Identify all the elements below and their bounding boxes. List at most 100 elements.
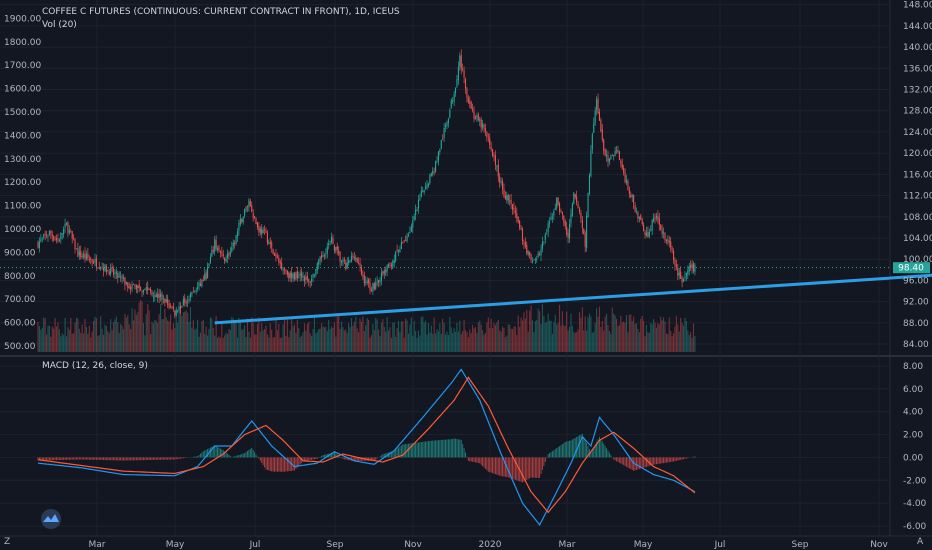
candle-body — [194, 291, 196, 293]
candle-body — [459, 55, 461, 67]
volume-bar — [132, 320, 135, 352]
candle-body — [553, 210, 555, 216]
timezone-label[interactable]: Z — [4, 537, 10, 547]
volume-bar — [266, 334, 268, 352]
candle-body — [684, 276, 686, 278]
volume-bar — [426, 334, 428, 352]
auto-scale-label[interactable]: A — [917, 537, 924, 547]
candle-body — [496, 165, 498, 167]
volume-bar — [484, 333, 486, 352]
candle-body — [527, 250, 529, 255]
volume-bar — [568, 326, 571, 352]
candle-body — [638, 216, 640, 219]
symbol-title[interactable]: COFFEE C FUTURES (CONTINUOUS: CURRENT CO… — [42, 7, 400, 17]
candle-body — [625, 180, 628, 184]
volume-bar — [178, 306, 180, 352]
candle-body — [660, 224, 662, 230]
trendline[interactable] — [214, 268, 932, 325]
candle-body — [236, 231, 239, 237]
candle-body — [664, 232, 666, 240]
candle-body — [282, 269, 284, 271]
candle-body — [242, 216, 244, 223]
candle-body — [397, 250, 400, 252]
volume-bar — [402, 321, 404, 352]
candle-body — [417, 200, 420, 209]
candle-body — [175, 309, 177, 316]
volume-bar — [124, 313, 126, 352]
candle-body — [533, 259, 535, 261]
candle-body — [167, 299, 169, 305]
candle-body — [234, 242, 236, 245]
candle-body — [454, 87, 457, 94]
volume-bar — [603, 330, 605, 352]
volume-bar — [346, 332, 348, 352]
candle-body — [598, 111, 600, 121]
volume-bar — [663, 317, 665, 352]
volume-bars — [37, 299, 696, 352]
volume-bar — [44, 318, 46, 352]
volume-tick-label: 700.00 — [4, 295, 36, 305]
candle-body — [272, 248, 274, 255]
time-axis[interactable]: Mar May Jul Sep Nov 2020 Mar May Jul Sep Nov — [89, 540, 889, 550]
candle-body — [54, 239, 56, 241]
candle-body — [296, 270, 298, 279]
volume-bar — [181, 315, 183, 352]
candle-body — [440, 140, 442, 149]
candle-body — [479, 119, 481, 121]
volume-bar — [437, 331, 439, 352]
volume-bar — [574, 332, 576, 352]
candle-body — [541, 242, 543, 250]
macd-tick-label: 8.00 — [903, 362, 923, 372]
volume-bar — [556, 324, 558, 352]
candle-body — [472, 108, 474, 111]
candle-body — [484, 128, 486, 132]
price-axis[interactable]: 84.00 88.00 92.00 96.00 100.00 104.00 108.00 11… — [4, 1, 932, 532]
volume-bar — [85, 327, 87, 352]
candle-body — [365, 281, 367, 283]
volume-bar — [578, 312, 581, 352]
macd-legend[interactable]: MACD (12, 26, close, 9) — [42, 361, 148, 371]
volume-bar — [78, 328, 80, 352]
volume-bar — [456, 322, 458, 352]
candle-body — [235, 235, 237, 244]
tradingview-logo[interactable] — [41, 509, 61, 529]
candle-body — [682, 279, 685, 282]
candle-body — [313, 275, 315, 276]
volume-bar — [345, 329, 347, 352]
candle-body — [651, 220, 653, 231]
candle-body — [178, 306, 180, 310]
logo-icon[interactable] — [41, 509, 61, 529]
volume-label[interactable]: Vol (20) — [42, 20, 77, 30]
candle-body — [318, 260, 320, 265]
candle-body — [168, 304, 170, 308]
volume-bar — [271, 329, 273, 352]
candle-body — [238, 223, 240, 231]
volume-bar — [546, 321, 548, 352]
candle-body — [63, 228, 65, 235]
candle-body — [358, 263, 360, 264]
candle-body — [274, 253, 276, 256]
candle-body — [38, 241, 40, 249]
volume-bar — [127, 315, 129, 352]
volume-bar — [588, 313, 591, 352]
candle-body — [248, 200, 250, 208]
time-tick-label: May — [634, 540, 653, 550]
volume-bar — [158, 314, 160, 352]
macd-tick-label: -6.00 — [903, 522, 927, 532]
volume-bar — [443, 323, 445, 352]
volume-bar — [316, 331, 318, 352]
volume-bar — [167, 320, 169, 352]
volume-bar — [616, 318, 618, 352]
volume-bar — [212, 327, 214, 352]
volume-bar — [554, 314, 556, 352]
candle-body — [439, 149, 441, 152]
volume-bar — [691, 337, 693, 352]
candle-body — [91, 259, 93, 263]
candle-body — [621, 163, 623, 169]
price-tick-label: 100.00 — [903, 255, 932, 265]
volume-bar — [369, 337, 371, 352]
time-tick-label: Nov — [870, 540, 888, 550]
candle-body — [688, 266, 690, 272]
candle-body — [73, 237, 75, 239]
candle-body — [516, 213, 518, 219]
